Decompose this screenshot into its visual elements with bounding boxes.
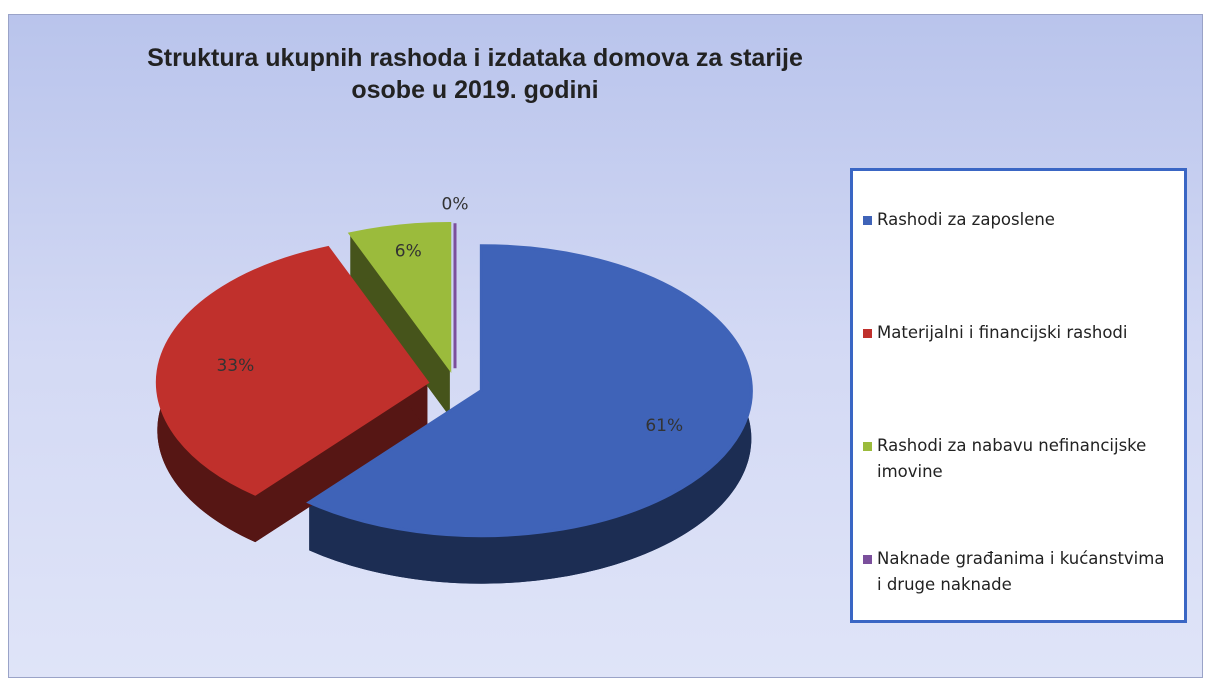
- legend-label: Rashodi za nabavu nefinancijske imovine: [877, 436, 1147, 481]
- slice-wall: [309, 245, 752, 584]
- pie-slice: [155, 245, 430, 496]
- data-label: 6%: [395, 242, 422, 262]
- legend-label: Naknade građanima i kućanstvima i druge …: [877, 549, 1165, 594]
- pie-slice: [306, 244, 753, 538]
- legend-label: Rashodi za zaposlene: [877, 210, 1055, 229]
- legend-item: Rashodi za zaposlene: [863, 207, 1174, 320]
- legend-item: Naknade građanima i kućanstvima i druge …: [863, 546, 1174, 659]
- legend-item: Rashodi za nabavu nefinancijske imovine: [863, 433, 1174, 546]
- legend-swatch: [863, 555, 872, 564]
- legend-swatch: [863, 216, 872, 225]
- data-label: 0%: [442, 194, 469, 214]
- chart-title: Struktura ukupnih rashoda i izdataka dom…: [147, 44, 803, 104]
- slice-edge: [255, 382, 428, 543]
- slice-edge: [350, 233, 450, 417]
- legend-label: Materijalni i financijski rashodi: [877, 323, 1128, 342]
- data-label: 61%: [645, 416, 683, 436]
- legend-swatch: [863, 329, 872, 338]
- legend-swatch: [863, 442, 872, 451]
- pie-slice: [347, 221, 452, 374]
- legend: Rashodi za zaposlene Materijalni i financ…: [850, 168, 1187, 623]
- legend-item: Materijalni i financijski rashodi: [863, 320, 1174, 433]
- data-label: 33%: [216, 356, 254, 376]
